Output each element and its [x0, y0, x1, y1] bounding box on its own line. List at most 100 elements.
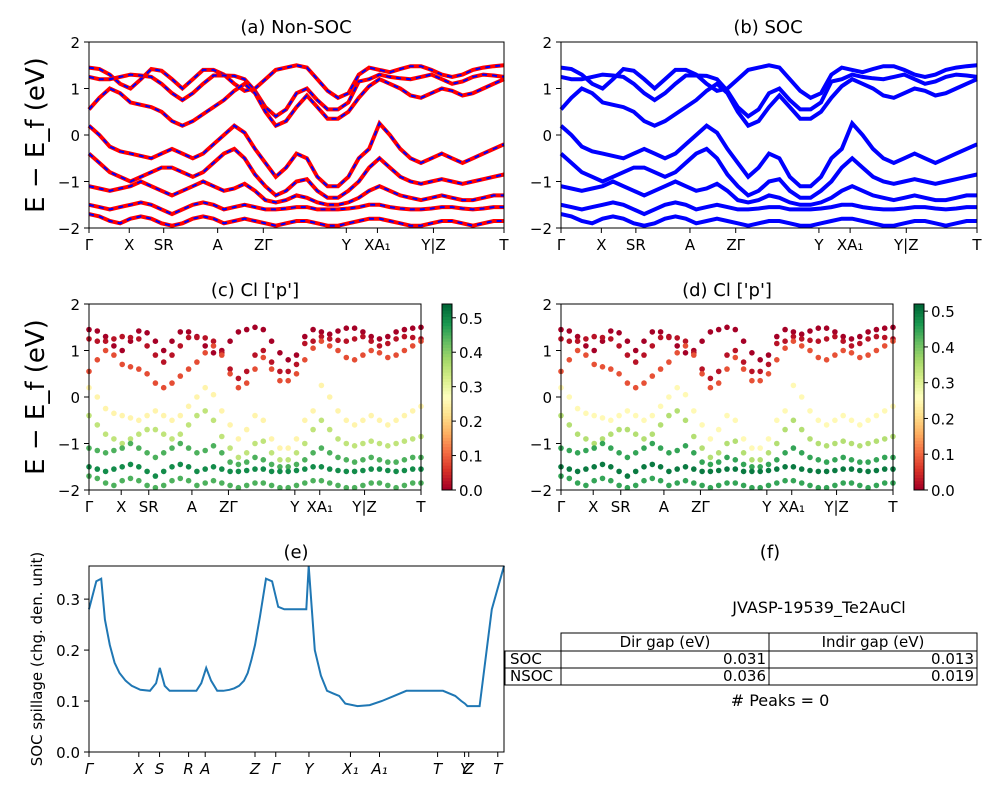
projection-point — [177, 461, 184, 468]
colorbar-segment — [442, 307, 452, 311]
projection-point — [807, 454, 813, 461]
projection-point — [393, 352, 399, 358]
colorbar-tick-label: 0.5 — [931, 303, 955, 321]
projection-point — [807, 337, 813, 344]
colorbar-segment — [914, 319, 924, 324]
panel-c-colorbar: 0.5 0.4 0.3 0.2 0.1 0.0 — [441, 303, 483, 500]
panel-d-cl-p-projection: (d) Cl ['p'] 2 1 0 −1 −2 Γ X SR A ZΓ Y XA₁ Y|Z T 0.5… — [530, 280, 955, 516]
projection-point — [724, 440, 730, 447]
y-tick-label: 1 — [542, 343, 552, 361]
y-tick-label: 0.3 — [56, 591, 80, 609]
panel-e-title: (e) — [283, 542, 308, 563]
projection-point — [674, 480, 680, 486]
x-tick-label: ZΓ — [254, 236, 273, 254]
projection-point — [632, 359, 639, 365]
projection-point — [699, 445, 705, 451]
projection-point — [798, 480, 805, 486]
colorbar-segment — [914, 369, 924, 373]
colorbar-segment — [914, 331, 924, 336]
band-dash-7 — [88, 213, 504, 227]
colorbar-segment — [442, 437, 452, 441]
projection-point — [599, 440, 606, 447]
panel-b-y-ticks: 2 1 0 −1 −2 — [530, 34, 561, 238]
projection-point — [583, 352, 589, 358]
band-dash-0 — [88, 64, 505, 99]
y-tick-label: 1 — [70, 81, 80, 99]
projection-point — [632, 347, 639, 354]
projection-point — [566, 447, 573, 454]
projection-point — [873, 333, 880, 340]
projection-point — [360, 329, 366, 335]
colorbar-segment — [914, 459, 924, 463]
projection-point — [119, 464, 125, 470]
projection-point — [666, 468, 672, 475]
projection-point — [798, 343, 805, 349]
colorbar-tick-label: 0.4 — [459, 344, 483, 362]
projection-point — [832, 333, 838, 340]
projection-point — [774, 417, 780, 424]
colorbar-segment — [442, 415, 452, 420]
projection-point — [790, 333, 797, 340]
y-tick-label: 1 — [542, 81, 552, 99]
projection-point — [798, 394, 805, 400]
panel-c-y-axis-label: E − E_f (eV) — [21, 319, 51, 475]
colorbar-tick-label: 0.2 — [459, 413, 483, 431]
projection-point — [268, 482, 275, 489]
projection-point — [815, 468, 822, 475]
y-tick-label: −1 — [530, 436, 552, 454]
projection-point — [624, 473, 631, 479]
projection-point — [608, 431, 614, 438]
colorbar-segment — [914, 412, 924, 417]
x-tick-label: XA₁ — [837, 236, 864, 254]
projection-point — [169, 380, 175, 386]
colorbar-segment — [914, 465, 924, 469]
projection-point — [160, 450, 167, 456]
x-tick-label: R — [183, 760, 193, 778]
material-id: JVASP-19539_Te2AuCl — [731, 598, 906, 618]
projection-point — [326, 394, 333, 400]
projection-point — [674, 384, 680, 391]
gap-table: Dir gap (eV) Indir gap (eV) SOC 0.031 0.… — [504, 632, 978, 686]
projection-point — [724, 480, 730, 486]
projection-point — [798, 336, 805, 342]
projection-point — [160, 412, 167, 419]
projection-point — [136, 336, 142, 342]
projection-point — [409, 436, 416, 442]
colorbar-segment — [442, 403, 452, 407]
projection-point — [94, 422, 101, 428]
projection-point — [749, 377, 755, 384]
projection-point — [682, 343, 689, 349]
colorbar-segment — [442, 421, 452, 426]
projection-point — [574, 450, 581, 456]
colorbar-segment — [442, 319, 452, 324]
projection-point — [401, 347, 408, 354]
colorbar-segment — [914, 322, 924, 327]
y-tick-label: −1 — [58, 436, 80, 454]
colorbar-segment — [442, 424, 452, 429]
projection-point — [682, 338, 689, 345]
projection-point — [169, 445, 175, 451]
projection-point — [848, 480, 855, 486]
projection-point — [740, 359, 747, 365]
projection-point — [857, 459, 863, 465]
colorbar-segment — [914, 468, 924, 472]
projection-point — [293, 371, 300, 377]
projection-point — [102, 468, 109, 475]
band-dash-5 — [88, 180, 504, 206]
gap-table-header-indir: Indir gap (eV) — [822, 633, 925, 651]
colorbar-segment — [914, 325, 924, 330]
x-tick-label: T — [493, 760, 504, 778]
projection-point — [393, 417, 399, 424]
colorbar-segment — [914, 316, 924, 320]
colorbar-segment — [914, 384, 924, 389]
projection-point — [160, 431, 167, 438]
gap-table-header-dir: Dir gap (eV) — [620, 633, 711, 651]
projection-point — [194, 450, 200, 456]
projection-point — [666, 394, 672, 400]
projection-point — [732, 457, 739, 463]
projection-point — [624, 338, 631, 345]
projection-point — [335, 467, 341, 474]
projection-point — [376, 480, 383, 486]
colorbar-segment — [914, 335, 924, 339]
projection-point — [260, 457, 267, 463]
